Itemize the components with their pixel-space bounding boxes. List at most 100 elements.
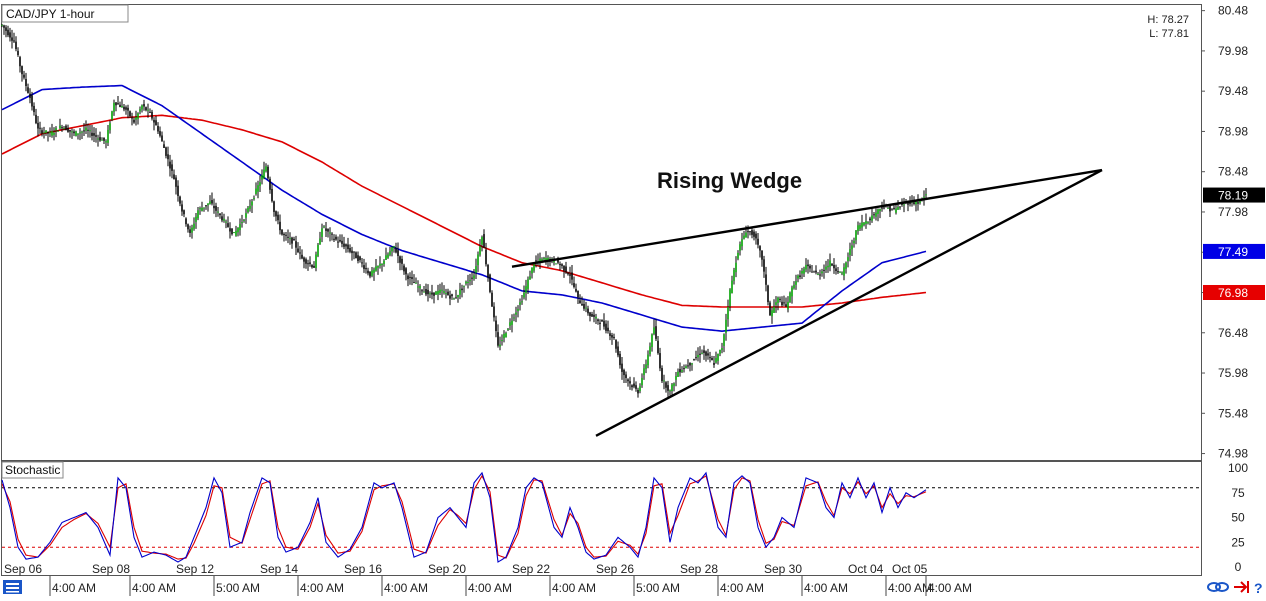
candle-body <box>427 289 429 295</box>
candle-body <box>817 273 819 275</box>
candle-body <box>139 109 141 112</box>
candle-body <box>605 323 607 331</box>
candle-body <box>363 265 365 269</box>
candle-body <box>137 113 139 119</box>
candle-body <box>405 268 407 275</box>
time-tick-label: Sep 08 <box>92 562 130 576</box>
candle-body <box>309 262 311 264</box>
candle-body <box>3 25 5 28</box>
link-icon[interactable] <box>1207 582 1229 592</box>
candle-body <box>233 232 235 234</box>
candle-body <box>325 228 327 231</box>
candle-body <box>477 254 479 266</box>
time-tick-label: Oct 04 <box>848 562 884 576</box>
candle-body <box>251 201 253 206</box>
candle-body <box>379 263 381 266</box>
candle-body <box>293 238 295 241</box>
candle-body <box>9 32 11 38</box>
candle-body <box>433 292 435 296</box>
candle-body <box>505 333 507 338</box>
stochastic-axis: 100 75 50 25 0 <box>1228 461 1248 574</box>
candle-body <box>847 257 849 262</box>
candle-body <box>337 241 339 243</box>
candle-body <box>793 284 795 289</box>
candle-body <box>889 205 891 212</box>
candle-body <box>623 369 625 376</box>
candle-body <box>33 105 35 113</box>
candle-body <box>343 243 345 247</box>
high-value: H: 78.27 <box>1147 14 1189 26</box>
candle-body <box>195 216 197 222</box>
candle-body <box>481 236 483 245</box>
price-tag <box>1203 187 1265 203</box>
price-tick-label: 79.48 <box>1218 84 1248 98</box>
candle-body <box>491 292 493 307</box>
candle-body <box>819 274 821 276</box>
candle-body <box>319 238 321 245</box>
candle-body <box>311 265 313 268</box>
candle-body <box>157 125 159 132</box>
candle-body <box>205 205 207 207</box>
list-icon[interactable] <box>3 580 22 594</box>
main-panel-frame <box>1 4 1202 461</box>
candle-body <box>43 132 45 134</box>
candle-body <box>313 265 315 268</box>
candle-body <box>39 127 41 129</box>
candle-body <box>773 306 775 313</box>
candle-body <box>865 221 867 224</box>
time-tick-label: Sep 26 <box>596 562 634 576</box>
candle-body <box>621 363 623 372</box>
candle-body <box>135 117 137 120</box>
candle-body <box>359 256 361 261</box>
candle-body <box>569 274 571 276</box>
candle-body <box>203 207 205 209</box>
candle-body <box>839 271 841 273</box>
candle-body <box>67 127 69 132</box>
price-tick-label: 79.98 <box>1218 44 1248 58</box>
time-tick-label: 4:00 AM <box>928 581 972 595</box>
candle-body <box>61 127 63 129</box>
candle-body <box>403 265 405 272</box>
candle-body <box>533 264 535 271</box>
candle-body <box>747 231 749 233</box>
price-tag <box>1203 243 1265 259</box>
price-tag-label: 77.49 <box>1218 245 1248 259</box>
wedge-trendline <box>511 168 1103 268</box>
candle-body <box>613 336 615 339</box>
candle-body <box>633 383 635 387</box>
candle-body <box>693 359 695 361</box>
candle-body <box>285 234 287 236</box>
time-tick-label: Sep 16 <box>344 562 382 576</box>
candle-body <box>639 386 641 392</box>
candle-body <box>303 257 305 262</box>
arrow-icon[interactable] <box>1234 581 1249 593</box>
candle-body <box>563 265 565 271</box>
candle-body <box>395 248 397 253</box>
candle-body <box>513 317 515 319</box>
candle-body <box>271 188 273 202</box>
candle-body <box>559 263 561 266</box>
candle-body <box>813 271 815 273</box>
candle-body <box>709 357 711 359</box>
candle-body <box>221 216 223 221</box>
candle-body <box>897 206 899 210</box>
candle-body <box>849 249 851 256</box>
candle-body <box>645 364 647 370</box>
candle-body <box>335 236 337 240</box>
candle-body <box>443 291 445 293</box>
candle-body <box>315 254 317 269</box>
candle-body <box>669 390 671 392</box>
candle-body <box>151 111 153 119</box>
candle-body <box>265 166 267 172</box>
candle-body <box>465 281 467 284</box>
candle-body <box>561 264 563 266</box>
ma-blue-line <box>1 84 927 333</box>
help-icon[interactable]: ? <box>1254 580 1263 596</box>
candle-body <box>247 207 249 213</box>
stochastic-label: Stochastic <box>5 463 60 477</box>
candle-body <box>415 282 417 284</box>
candle-body <box>799 275 801 277</box>
candle-body <box>177 185 179 196</box>
candle-body <box>863 222 865 226</box>
